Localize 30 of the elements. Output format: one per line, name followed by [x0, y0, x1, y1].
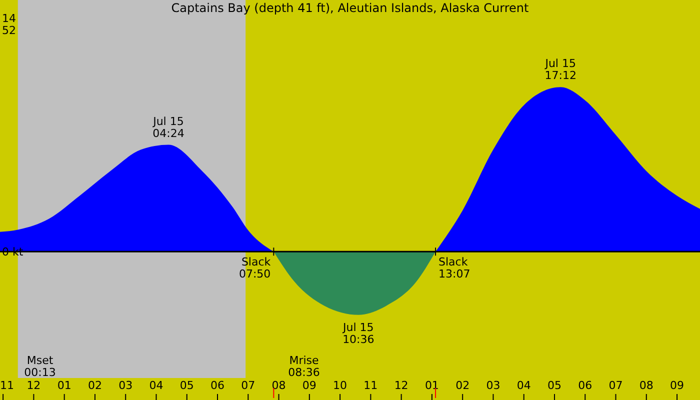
- x-tick-label: 12: [394, 379, 408, 392]
- x-tick-label: 05: [547, 379, 562, 392]
- x-tick-label: 04: [149, 379, 164, 392]
- x-tick-label: 02: [88, 379, 102, 392]
- x-tick-label: 09: [670, 379, 684, 392]
- text: Mset 00:13: [24, 354, 56, 379]
- x-tick-label: 04: [516, 379, 531, 392]
- x-tick-label: 07: [241, 379, 256, 392]
- x-tick-label: 06: [210, 379, 225, 392]
- x-tick-label: 11: [364, 379, 378, 392]
- text: 14 52: [2, 12, 16, 37]
- x-tick-label: 02: [456, 379, 470, 392]
- x-tick-label: 03: [486, 379, 500, 392]
- x-tick-label: 12: [26, 379, 41, 392]
- annotation: Jul 15 17:12: [544, 57, 576, 82]
- text: Mrise 08:36: [288, 354, 320, 379]
- x-tick-label: 10: [333, 379, 348, 392]
- x-tick-label: 01: [57, 379, 72, 392]
- x-tick-label: 05: [180, 379, 194, 392]
- x-tick-label: 08: [272, 379, 286, 392]
- annotation: Jul 15 10:36: [342, 320, 374, 346]
- x-tick-label: 07: [608, 379, 623, 392]
- x-tick-label: 03: [118, 379, 133, 392]
- x-tick-label: 06: [578, 379, 592, 392]
- annotation: Slack 13:07: [438, 256, 470, 281]
- x-tick-label: 08: [639, 379, 654, 392]
- x-tick-label: 11: [0, 379, 14, 392]
- x-tick-label: 01: [424, 379, 439, 392]
- annotation: Jul 15 04:24: [152, 114, 184, 140]
- x-tick-label: 09: [302, 379, 316, 392]
